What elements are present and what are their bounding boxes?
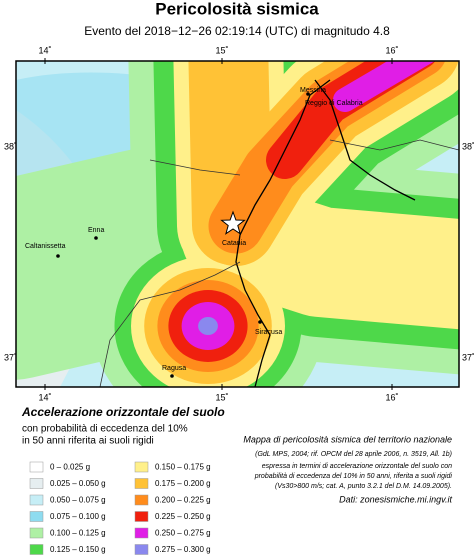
lat-label: 38˚ bbox=[462, 141, 474, 151]
lat-label: 37˚ bbox=[462, 352, 474, 362]
coastline bbox=[314, 79, 416, 201]
place-label: Catania bbox=[222, 240, 246, 247]
legend-label: 0.200 – 0.225 g bbox=[155, 496, 211, 505]
legend-label: 0.050 – 0.075 g bbox=[50, 496, 106, 505]
legend-swatch bbox=[29, 511, 44, 522]
notes-line: probabilità di eccedenza del 10% in 50 a… bbox=[254, 473, 453, 480]
lon-label: 14˚ bbox=[38, 392, 51, 402]
place-dot bbox=[306, 92, 310, 96]
legend-swatch bbox=[29, 461, 44, 473]
place-label: Messina bbox=[300, 87, 326, 94]
place-dot bbox=[170, 374, 174, 378]
legend-label: 0.100 – 0.125 g bbox=[50, 529, 106, 538]
notes-line: (Vs30>800 m/s; cat. A, punto 3.2.1 del D… bbox=[275, 483, 452, 490]
legend-label: 0.150 – 0.175 g bbox=[155, 463, 211, 472]
place-dot bbox=[94, 236, 98, 240]
legend-swatch bbox=[134, 527, 149, 539]
border bbox=[99, 139, 459, 387]
subtitle: Evento del 2018−12−26 02:19:14 (UTC) di … bbox=[84, 24, 390, 38]
legend-label: 0 – 0.025 g bbox=[50, 463, 90, 472]
epicentre bbox=[220, 210, 246, 235]
lon-label: 16˚ bbox=[385, 392, 398, 402]
place-label: Caltanissetta bbox=[25, 243, 66, 250]
lon-label: 15˚ bbox=[215, 392, 228, 402]
legend-label: 0.125 – 0.150 g bbox=[50, 545, 106, 554]
legend-heading: Accelerazione orizzontale del suolo bbox=[21, 405, 225, 419]
lat-label: 38˚ bbox=[4, 141, 17, 151]
legend-swatch bbox=[29, 478, 44, 489]
lon-label: 14˚ bbox=[38, 45, 51, 55]
legend-swatch bbox=[134, 461, 149, 473]
legend-line: con probabilità di eccedenza del 10% bbox=[22, 424, 188, 435]
legend-label: 0.250 – 0.275 g bbox=[155, 529, 211, 538]
place-label: Ragusa bbox=[162, 365, 186, 372]
map-frame bbox=[15, 60, 460, 388]
notes-line: (GdL MPS, 2004; rif. OPCM del 28 aprile … bbox=[255, 451, 452, 458]
hazard-blob bbox=[198, 317, 218, 335]
legend-label: 0.025 – 0.050 g bbox=[50, 479, 106, 488]
legend-swatch bbox=[134, 511, 149, 522]
coastline bbox=[235, 79, 331, 387]
legend-label: 0.075 – 0.100 g bbox=[50, 512, 106, 521]
lon-label: 15˚ bbox=[215, 45, 228, 55]
legend-swatch bbox=[29, 544, 44, 555]
legend-label: 0.175 – 0.200 g bbox=[155, 479, 211, 488]
hazard-band bbox=[333, 61, 435, 112]
lon-label: 16˚ bbox=[385, 45, 398, 55]
notes-title: Mappa di pericolosità sismica del territ… bbox=[243, 434, 452, 444]
hazard-map bbox=[16, 61, 459, 387]
legend-swatch bbox=[29, 527, 44, 539]
notes-line: espressa in termini di accelerazione ori… bbox=[262, 463, 452, 470]
legend-swatch bbox=[134, 478, 149, 489]
lat-label: 37˚ bbox=[4, 352, 17, 362]
map-overlay: 14˚ 14˚ 15˚ 15˚ 16˚ 16˚ 38˚ 38˚ 37˚ 37˚ Messina Reg… bbox=[4, 45, 474, 402]
place-label: Reggio di Calabria bbox=[305, 100, 363, 107]
place-label: Enna bbox=[88, 227, 104, 234]
legend-swatch bbox=[134, 544, 149, 555]
legend-swatch bbox=[29, 494, 44, 506]
title: Pericolosità sismica bbox=[155, 0, 319, 18]
place-dot bbox=[258, 320, 262, 324]
legend-label: 0.225 – 0.250 g bbox=[155, 512, 211, 521]
place-dot bbox=[56, 254, 60, 258]
legend-swatch bbox=[134, 494, 149, 506]
legend-label: 0.275 – 0.300 g bbox=[155, 545, 211, 554]
legend-line: in 50 anni riferita ai suoli rigidi bbox=[22, 436, 154, 447]
place-label: Siracusa bbox=[255, 329, 282, 336]
notes-source: Dati: zonesismiche.mi.ingv.it bbox=[339, 494, 452, 504]
